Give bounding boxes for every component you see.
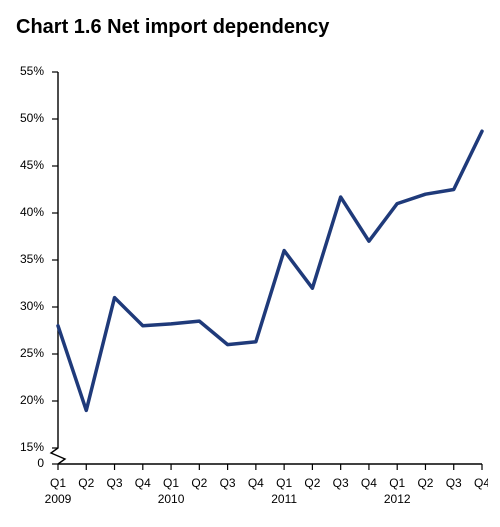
x-year-label: 2012 (384, 492, 411, 506)
x-year-label: 2011 (271, 492, 297, 506)
x-tick-label: Q4 (135, 476, 151, 490)
y-tick-label: 25% (20, 346, 44, 360)
x-year-label: 2010 (158, 492, 185, 506)
x-tick-label: Q2 (417, 476, 433, 490)
y-tick-label: 45% (20, 158, 44, 172)
x-tick-label: Q1 (276, 476, 292, 490)
x-tick-label: Q2 (304, 476, 320, 490)
x-year-label: 2009 (45, 492, 72, 506)
y-tick-label: 55% (20, 64, 44, 78)
data-series-line (58, 131, 482, 410)
page: Chart 1.6 Net import dependency 0 15% 20% 2… (0, 0, 500, 527)
y-tick-label: 20% (20, 393, 44, 407)
y-tick-label: 35% (20, 252, 44, 266)
y-tick-label: 50% (20, 111, 44, 125)
chart-title: Chart 1.6 Net import dependency (16, 16, 329, 39)
y-tick-label: 30% (20, 299, 44, 313)
x-tick-label: Q1 (389, 476, 405, 490)
x-tick-label: Q1 (163, 476, 179, 490)
chart-container: 0 15% 20% 25% 30% 35% 40% 45% 50% 55% Q1 2009 Q2 Q3 Q4… (12, 60, 488, 520)
y-tick-label: 40% (20, 205, 44, 219)
y-tick-label: 15% (20, 440, 44, 454)
line-chart: 0 15% 20% 25% 30% 35% 40% 45% 50% 55% Q1 2009 Q2 Q3 Q4… (12, 60, 488, 520)
x-tick-label: Q2 (78, 476, 94, 490)
y-tick-label: 0 (37, 456, 44, 470)
x-tick-label: Q3 (107, 476, 123, 490)
x-tick-label: Q3 (333, 476, 349, 490)
y-axis (51, 72, 65, 464)
x-tick-label: Q1 (50, 476, 66, 490)
x-tick-label: Q3 (220, 476, 236, 490)
x-tick-label: Q3 (446, 476, 462, 490)
x-tick-label: Q4 (474, 476, 488, 490)
x-tick-label: Q4 (248, 476, 264, 490)
x-tick-label: Q2 (191, 476, 207, 490)
x-tick-label: Q4 (361, 476, 377, 490)
